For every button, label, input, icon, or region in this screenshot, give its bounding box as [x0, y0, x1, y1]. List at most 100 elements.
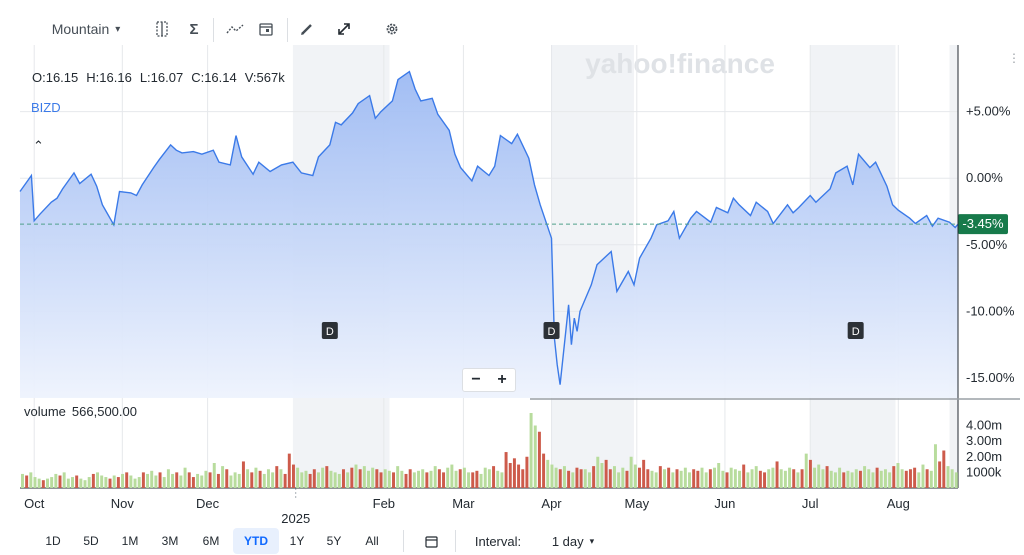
volume-bar	[316, 472, 320, 488]
volume-bar	[442, 472, 446, 488]
volume-bar	[433, 466, 437, 488]
range-divider	[403, 530, 404, 552]
chart-toolbar: Mountain ▾ Σ	[0, 12, 1024, 46]
volume-bar	[146, 473, 150, 488]
volume-bar	[258, 470, 262, 488]
volume-bar	[417, 470, 421, 488]
draw-line-icon[interactable]	[223, 12, 247, 46]
volume-bar	[562, 466, 566, 488]
volume-bar	[629, 456, 633, 488]
year-label: 2025	[281, 511, 310, 526]
volume-bar	[525, 456, 529, 488]
calendar-event-icon[interactable]	[255, 12, 277, 46]
volume-bar	[58, 475, 62, 488]
pencil-icon[interactable]	[296, 12, 318, 46]
volume-bar	[917, 472, 921, 488]
volume-bar	[838, 467, 842, 488]
interval-label: Interval:	[474, 533, 522, 549]
range-button-5y[interactable]: 5Y	[326, 534, 342, 548]
symbol-label[interactable]: BIZD	[31, 100, 61, 115]
y-tick-label: +5.00%	[966, 104, 1011, 119]
volume-bar	[871, 472, 875, 488]
volume-bar	[904, 470, 908, 488]
volume-bar	[283, 473, 287, 488]
volume-bar	[87, 477, 91, 488]
range-button-1d[interactable]: 1D	[45, 534, 61, 548]
date-range-calendar-icon[interactable]	[420, 528, 442, 554]
volume-bar	[758, 470, 762, 488]
pane-menu-dots[interactable]: ⋮	[1008, 51, 1020, 65]
dividend-marker-label: D	[548, 326, 556, 338]
volume-bar	[266, 469, 270, 488]
volume-bar	[254, 467, 258, 488]
range-button-ytd[interactable]: YTD	[233, 528, 279, 554]
dividend-marker[interactable]	[847, 322, 864, 339]
range-button-5d[interactable]: 5D	[83, 534, 99, 548]
volume-bar	[925, 469, 929, 488]
chart-type-label: Mountain	[51, 21, 110, 37]
volume-bar	[625, 470, 629, 488]
range-button-1y[interactable]: 1Y	[289, 534, 305, 548]
pencil-icon-glyph	[301, 24, 312, 35]
volume-bar	[558, 469, 562, 488]
volume-bar	[71, 477, 74, 488]
zoom-in-button[interactable]: +	[497, 371, 507, 388]
volume-bar	[621, 467, 625, 488]
settings-icon[interactable]	[380, 12, 404, 46]
volume-bar	[375, 469, 379, 488]
volume-bar	[154, 475, 158, 488]
interval-dropdown[interactable]: 1 day ▾	[545, 528, 601, 554]
volume-bar	[91, 473, 95, 488]
range-button-all[interactable]: All	[365, 534, 379, 548]
zoom-out-button[interactable]: −	[471, 371, 481, 388]
volume-bar	[475, 470, 479, 488]
volume-bar	[579, 469, 583, 488]
volume-bar	[458, 469, 462, 488]
x-tick-label: May	[625, 496, 650, 511]
range-button-1m[interactable]: 1M	[121, 534, 139, 548]
collapse-chevron-icon[interactable]: ⌃	[33, 138, 44, 153]
volume-bar	[850, 472, 854, 488]
range-button-3m[interactable]: 3M	[161, 534, 179, 548]
volume-bar	[300, 472, 304, 488]
sigma-indicators-icon[interactable]: Σ	[189, 20, 199, 38]
volume-bar	[825, 466, 829, 488]
volume-bar	[362, 466, 366, 488]
volume-bar	[46, 478, 49, 488]
volume-bar	[175, 472, 179, 488]
dividend-marker[interactable]	[543, 322, 560, 339]
compare-icon[interactable]	[151, 12, 173, 46]
toolbar-divider	[213, 18, 214, 42]
chart-type-dropdown[interactable]: Mountain ▾	[40, 12, 132, 46]
fullscreen-icon[interactable]	[333, 12, 355, 46]
volume-bar	[350, 467, 354, 488]
volume-bar	[883, 469, 887, 488]
x-tick-label: Nov	[111, 496, 135, 511]
price-area-fill	[20, 71, 958, 398]
volume-bar	[216, 473, 220, 488]
volume-bar	[37, 478, 41, 488]
volume-bar	[312, 469, 316, 488]
volume-bar	[187, 472, 191, 488]
volume-bar	[933, 444, 937, 488]
volume-bar	[41, 480, 45, 488]
low-value: L:16.07	[139, 70, 184, 85]
volume-bar	[275, 466, 279, 488]
volume-bar	[542, 453, 546, 488]
volume-bar	[954, 472, 958, 488]
volume-bar	[279, 469, 283, 488]
y-tick-label: -10.00%	[966, 303, 1015, 318]
volume-bar	[888, 472, 892, 488]
volume-bar	[575, 467, 579, 488]
range-button-6m[interactable]: 6M	[202, 534, 220, 548]
dividend-marker[interactable]	[321, 322, 338, 339]
volume-bar	[467, 472, 471, 488]
volume-bar	[913, 467, 917, 488]
yahoo-finance-watermark: yahoo!finance	[585, 48, 775, 79]
volume-bar	[342, 469, 345, 488]
volume-bar	[571, 472, 575, 488]
volume-bar	[354, 464, 358, 488]
volume-bar	[896, 463, 900, 488]
volume-tick-label: 3.00m	[966, 433, 1002, 448]
